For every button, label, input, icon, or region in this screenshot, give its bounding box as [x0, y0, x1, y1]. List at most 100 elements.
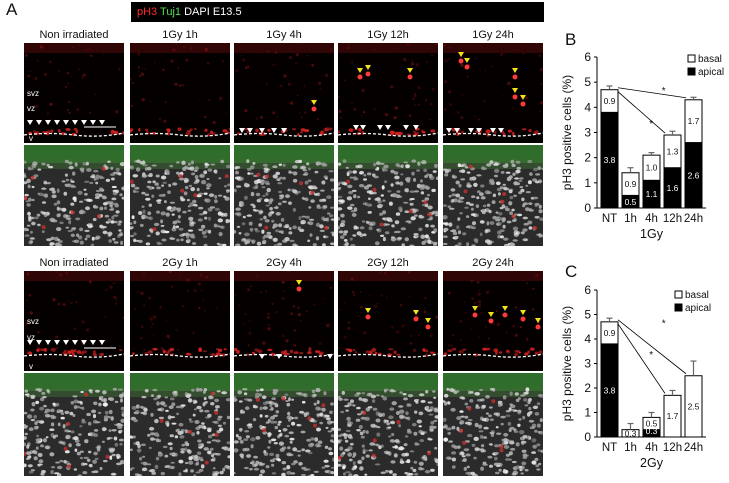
x-axis-label: 2Gy: [640, 456, 664, 470]
legend-swatch-basal: [687, 54, 696, 63]
legend-swatch-apical: [674, 303, 683, 312]
data-label-apical: 3.8: [604, 385, 616, 395]
bar-chart-2gy: 0 1 2 3 4 5 6 pH3 positive cells (%) 3.8 0.9 NT 0.3…: [560, 283, 711, 470]
x-tick-label: 24h: [684, 442, 703, 454]
data-label-basal: 0.9: [604, 328, 616, 338]
v-label: v: [29, 134, 33, 143]
significance-line: [617, 319, 687, 375]
column-label: Non irradiated: [39, 257, 109, 269]
y-axis-label: pH3 positive cells (%): [560, 75, 574, 190]
significance-line: [617, 91, 666, 134]
merged-micrograph: [443, 373, 543, 476]
dapi-stain-label: DAPI E13.5: [184, 6, 242, 18]
x-tick-label: 12h: [663, 213, 682, 225]
column-label: 2Gy 1h: [162, 257, 198, 269]
column-label: 2Gy 12h: [367, 257, 409, 269]
merged-micrograph: [338, 145, 438, 246]
significance-marker: *: [662, 86, 666, 97]
legend-swatch-basal: [674, 290, 683, 299]
legend-label-basal: basal: [685, 290, 709, 301]
data-label-apical: 2.6: [688, 170, 700, 180]
merged-micrograph: [234, 373, 334, 476]
ph3-micrograph: [24, 43, 124, 143]
tuj1-stain-label: Tuj1: [160, 6, 182, 18]
data-label-basal: 0.9: [604, 96, 616, 106]
significance-marker: *: [662, 318, 666, 329]
merged-micrograph: [24, 373, 124, 476]
ph3-micrograph: [338, 271, 438, 371]
ph3-micrograph: [130, 271, 230, 371]
column-label: 1Gy 24h: [472, 29, 514, 41]
panel-label-a: A: [6, 0, 18, 19]
significance-marker: *: [649, 350, 653, 361]
data-label-basal: 0.9: [625, 179, 637, 189]
legend-swatch-apical: [687, 67, 696, 76]
column-label: 1Gy 12h: [367, 29, 409, 41]
stain-legend: pH3 Tuj1 DAPI E13.5: [131, 2, 544, 22]
x-axis-label: 1Gy: [640, 227, 664, 241]
x-tick-label: 4h: [645, 442, 658, 454]
y-tick-label: 0: [584, 201, 591, 215]
merged-micrograph: [338, 373, 438, 476]
y-tick-label: 5: [584, 308, 591, 322]
vz-label: vz: [27, 333, 35, 342]
column-label: Non irradiated: [39, 29, 109, 41]
svz-label: svz: [27, 89, 39, 98]
data-label-apical: 0.3: [646, 426, 658, 436]
merged-micrograph: [234, 145, 334, 246]
x-tick-label: 12h: [663, 442, 682, 454]
ph3-micrograph: [338, 43, 438, 143]
ph3-micrograph: [130, 43, 230, 143]
data-label-basal: 1.0: [646, 163, 658, 173]
v-label: v: [29, 362, 33, 371]
ph3-micrograph: [234, 271, 334, 371]
ph3-micrograph: [234, 43, 334, 143]
ph3-micrograph: [443, 271, 543, 371]
data-label-basal: 0.5: [646, 419, 658, 429]
y-tick-label: 6: [584, 50, 591, 64]
ph3-micrograph: [24, 271, 124, 371]
y-tick-label: 4: [584, 100, 591, 114]
ph3-micrograph: [443, 43, 543, 143]
y-tick-label: 2: [584, 381, 591, 395]
svz-label: svz: [27, 317, 39, 326]
data-label-apical: 1.1: [646, 189, 658, 199]
y-tick-label: 6: [584, 283, 591, 297]
y-axis-label: pH3 positive cells (%): [560, 306, 574, 421]
x-tick-label: NT: [602, 442, 617, 454]
vz-label: vz: [27, 104, 35, 113]
y-tick-label: 1: [584, 406, 591, 420]
data-label-basal: 1.7: [688, 116, 700, 126]
column-label: 1Gy 1h: [162, 29, 198, 41]
y-tick-label: 0: [584, 430, 591, 444]
x-tick-label: 4h: [645, 213, 658, 225]
data-label-apical: 3.8: [604, 155, 616, 165]
x-tick-label: NT: [602, 213, 617, 225]
data-label-basal: 2.5: [688, 401, 700, 411]
significance-marker: *: [649, 119, 653, 130]
y-tick-label: 1: [584, 176, 591, 190]
column-label: 2Gy 24h: [472, 257, 514, 269]
y-tick-label: 3: [584, 357, 591, 371]
y-tick-label: 3: [584, 126, 591, 140]
column-label: 2Gy 4h: [266, 257, 302, 269]
y-tick-label: 5: [584, 75, 591, 89]
bar-basal: [600, 321, 619, 345]
y-tick-label: 2: [584, 151, 591, 165]
significance-line: [617, 87, 687, 99]
data-label-apical: 0.5: [625, 197, 637, 207]
legend-label-apical: apical: [698, 67, 724, 78]
legend-label-basal: basal: [698, 54, 722, 65]
data-label-basal: 1.7: [667, 411, 679, 421]
bar-chart-1gy: 0 1 2 3 4 5 6 pH3 positive cells (%) 3.8 0.9 NT 0.5…: [560, 50, 724, 241]
y-tick-label: 4: [584, 332, 591, 346]
x-tick-label: 24h: [684, 213, 703, 225]
x-tick-label: 1h: [624, 213, 637, 225]
x-tick-label: 1h: [624, 442, 637, 454]
panel-label-c: C: [565, 262, 578, 281]
merged-micrograph: [24, 145, 124, 246]
merged-micrograph: [130, 145, 230, 246]
merged-micrograph: [130, 373, 230, 476]
data-label-apical: 1.6: [667, 183, 679, 193]
data-label-basal: 1.3: [667, 146, 679, 156]
